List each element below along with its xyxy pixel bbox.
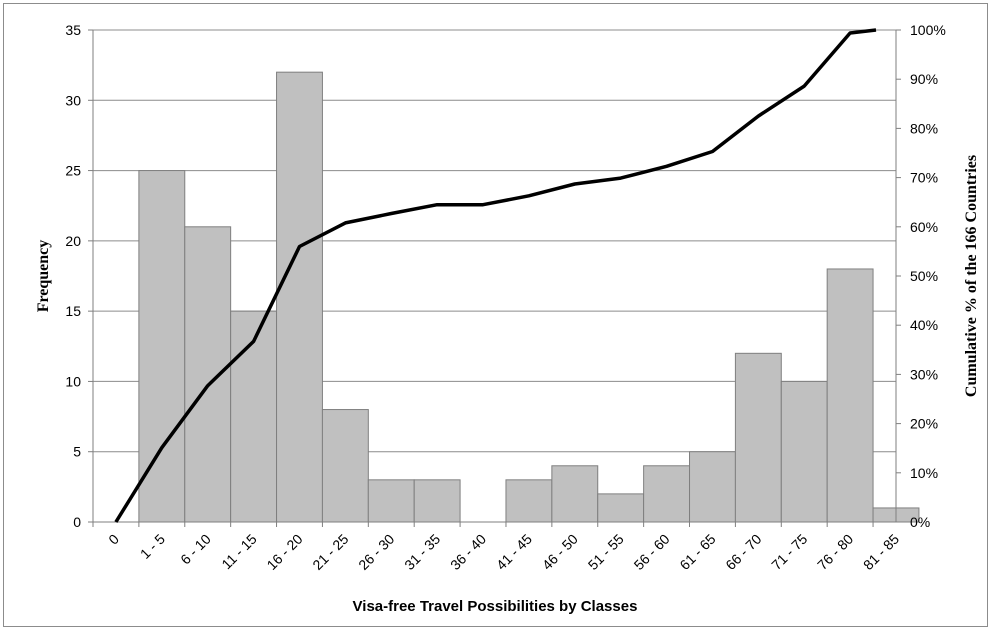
y-tick-label: 25	[65, 163, 81, 179]
bar	[826, 268, 874, 523]
y-tick-label: 15	[65, 303, 81, 319]
cumulative-line-series	[114, 28, 877, 523]
y-tick-label: 0	[73, 514, 81, 530]
bar	[184, 226, 232, 523]
bar	[780, 380, 828, 523]
bar-series	[138, 71, 920, 523]
x-tick-label: 51 - 55	[585, 531, 627, 573]
y-tick-label: 30	[65, 92, 81, 108]
x-tick-label: 11 - 15	[218, 531, 260, 573]
y2-tick-label: 20%	[910, 416, 938, 432]
y-tick-label: 20	[65, 233, 81, 249]
y-tick-labels: 0 5 10 15 20 25 30 35	[65, 22, 81, 530]
y2-tick-label: 90%	[910, 71, 938, 87]
cumulative-line	[114, 28, 877, 523]
bar	[367, 479, 415, 523]
y2-tick-labels: 0% 10% 20% 30% 40% 50% 60% 70% 80% 90% 100%	[910, 22, 946, 530]
y2-tick-label: 80%	[910, 120, 938, 136]
x-tick-label: 41 - 45	[493, 531, 535, 573]
y2-tick-label: 30%	[910, 366, 938, 382]
y-axis-label: Frequency	[35, 240, 52, 313]
x-tick-label: 16 - 20	[263, 531, 305, 573]
y2-tick-label: 100%	[910, 22, 946, 38]
y2-tick-label: 0%	[910, 514, 930, 530]
bar	[276, 71, 323, 523]
y-tick-label: 5	[73, 444, 81, 460]
bar	[138, 170, 186, 523]
x-tick-label: 0	[105, 531, 122, 548]
y-tick-label: 35	[65, 22, 81, 38]
x-axis-label: Visa-free Travel Possibilities by Classe…	[353, 598, 638, 615]
x-tick-label: 6 - 10	[177, 531, 214, 568]
x-tick-label: 81 - 85	[860, 531, 902, 573]
y2-tick-label: 60%	[910, 219, 938, 235]
y2-tick-label: 50%	[910, 268, 938, 284]
x-tick-labels: 0 1 - 5 6 - 10 11 - 15 16 - 20 21 - 25 26 - 30…	[105, 531, 902, 573]
x-tick-label: 21 - 25	[309, 531, 351, 573]
y2-axis-label: Cumulative % of the 166 Countries	[963, 155, 980, 397]
x-tick-label: 26 - 30	[355, 531, 397, 573]
x-tick-label: 46 - 50	[539, 531, 581, 573]
bar	[597, 493, 645, 523]
x-tick-label: 31 - 35	[401, 531, 443, 573]
axes	[88, 29, 901, 527]
bar	[230, 310, 278, 523]
x-tick-label: 56 - 60	[631, 531, 673, 573]
bar	[734, 352, 782, 523]
y2-tick-label: 70%	[910, 170, 938, 186]
x-tick-label: 76 - 80	[814, 531, 856, 573]
x-tick-label: 61 - 65	[676, 531, 718, 573]
x-tick-label: 71 - 75	[768, 531, 810, 573]
bar	[413, 479, 461, 523]
y2-tick-label: 10%	[910, 465, 938, 481]
bar	[643, 465, 691, 523]
y2-tick-label: 40%	[910, 317, 938, 333]
bar	[505, 479, 553, 523]
bar	[689, 451, 736, 523]
bar	[321, 409, 369, 523]
bar	[551, 465, 599, 523]
x-tick-label: 36 - 40	[447, 531, 489, 573]
x-tick-label: 1 - 5	[137, 531, 168, 562]
x-tick-label: 66 - 70	[722, 531, 764, 573]
y-tick-label: 10	[65, 373, 81, 389]
